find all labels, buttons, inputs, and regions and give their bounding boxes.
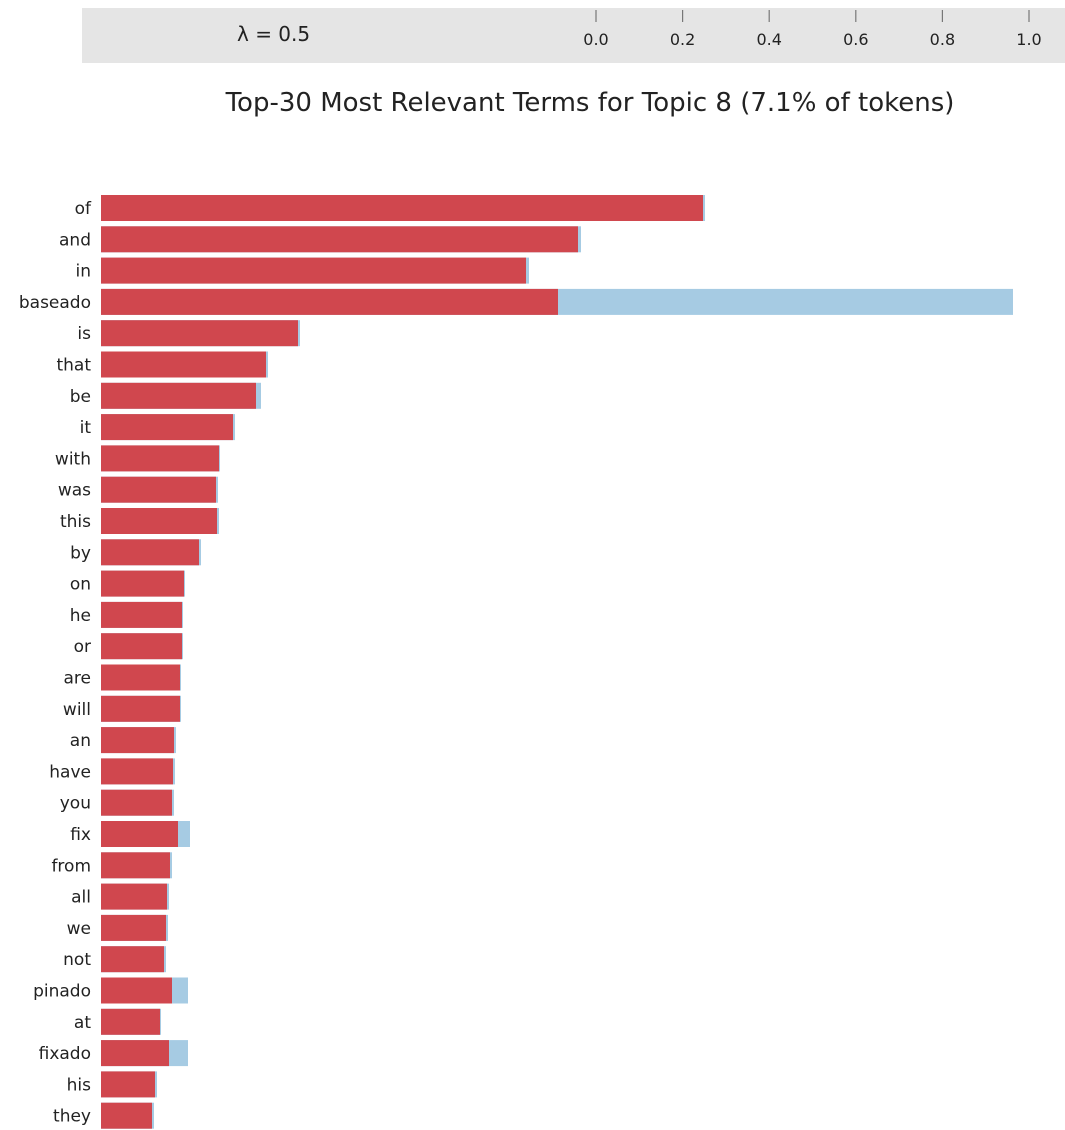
term-label[interactable]: not — [63, 950, 91, 970]
topic-frequency-bar — [101, 1008, 160, 1035]
lambda-tick-label: 0.0 — [583, 30, 608, 49]
term-label[interactable]: was — [58, 481, 91, 501]
topic-frequency-bar — [101, 539, 199, 566]
term-label[interactable]: will — [63, 700, 91, 720]
topic-frequency-bar — [101, 633, 182, 660]
lambda-tick-label: 0.2 — [670, 30, 695, 49]
term-label[interactable]: have — [49, 762, 91, 782]
term-label[interactable]: all — [71, 888, 91, 908]
topic-frequency-bar — [101, 508, 217, 534]
term-label[interactable]: by — [70, 543, 91, 563]
term-label[interactable]: baseado — [19, 293, 91, 313]
chart-title: Top-30 Most Relevant Terms for Topic 8 (… — [225, 88, 955, 118]
topic-frequency-bar — [101, 1040, 169, 1067]
topic-frequency-bar — [101, 382, 256, 409]
term-label[interactable]: are — [64, 669, 92, 689]
term-label[interactable]: of — [75, 199, 92, 219]
term-label[interactable]: with — [55, 449, 91, 469]
topic-frequency-bar — [101, 977, 172, 1004]
term-label[interactable]: an — [70, 731, 91, 751]
topic-frequency-bar — [101, 288, 558, 315]
term-label[interactable]: pinado — [33, 982, 91, 1002]
lambda-tick-label: 0.6 — [843, 30, 868, 49]
topic-frequency-bar — [101, 914, 166, 941]
topic-frequency-bar — [101, 821, 178, 847]
term-label[interactable]: his — [67, 1075, 91, 1095]
topic-frequency-bar — [101, 476, 216, 503]
topic-frequency-bar — [101, 257, 526, 284]
topic-frequency-bar — [101, 601, 182, 628]
lambda-tick-label: 0.8 — [930, 30, 955, 49]
term-label[interactable]: at — [74, 1013, 91, 1033]
term-label[interactable]: or — [74, 637, 91, 657]
term-label[interactable]: we — [67, 919, 91, 939]
topic-frequency-bar — [101, 664, 180, 691]
topic-frequency-bar — [101, 414, 233, 441]
topic-frequency-bar — [101, 1071, 155, 1098]
topic-frequency-bar — [101, 789, 172, 816]
term-label[interactable]: this — [60, 512, 91, 532]
topic-frequency-bar — [101, 570, 184, 597]
topic-frequency-bar — [101, 226, 578, 253]
term-label[interactable]: you — [60, 794, 91, 814]
term-label[interactable]: fix — [70, 825, 91, 845]
term-label[interactable]: is — [77, 324, 91, 344]
term-label[interactable]: on — [70, 575, 91, 595]
term-label[interactable]: be — [70, 387, 91, 407]
lambda-slider-axis[interactable]: 0.0 0.2 0.4 0.6 0.8 1.0 — [0, 0, 1065, 70]
term-label[interactable]: fixado — [39, 1044, 91, 1064]
topic-frequency-bar — [101, 695, 180, 722]
term-label[interactable]: it — [80, 418, 92, 438]
topic-frequency-bar — [101, 1102, 152, 1129]
topic-frequency-bar — [101, 727, 174, 754]
term-label[interactable]: he — [70, 606, 91, 626]
topic-frequency-bar — [101, 852, 170, 879]
term-label[interactable]: that — [56, 356, 91, 376]
topic-frequency-bar — [101, 320, 298, 347]
lambda-slider-panel: λ = 0.5 — [82, 8, 1065, 63]
topic-frequency-bar — [101, 351, 266, 378]
term-label[interactable]: in — [76, 262, 92, 282]
topic-frequency-bar — [101, 946, 164, 973]
topic-frequency-bar — [101, 758, 173, 785]
term-label[interactable]: and — [59, 230, 91, 250]
topic-frequency-bar — [101, 195, 703, 221]
term-label[interactable]: from — [51, 856, 91, 876]
lambda-tick-label: 1.0 — [1016, 30, 1041, 49]
lambda-tick-label: 0.4 — [756, 30, 781, 49]
lambda-value-label: λ = 0.5 — [237, 22, 311, 46]
term-label[interactable]: they — [53, 1107, 91, 1127]
topic-frequency-bar — [101, 445, 219, 472]
topic-frequency-bar — [101, 883, 167, 910]
